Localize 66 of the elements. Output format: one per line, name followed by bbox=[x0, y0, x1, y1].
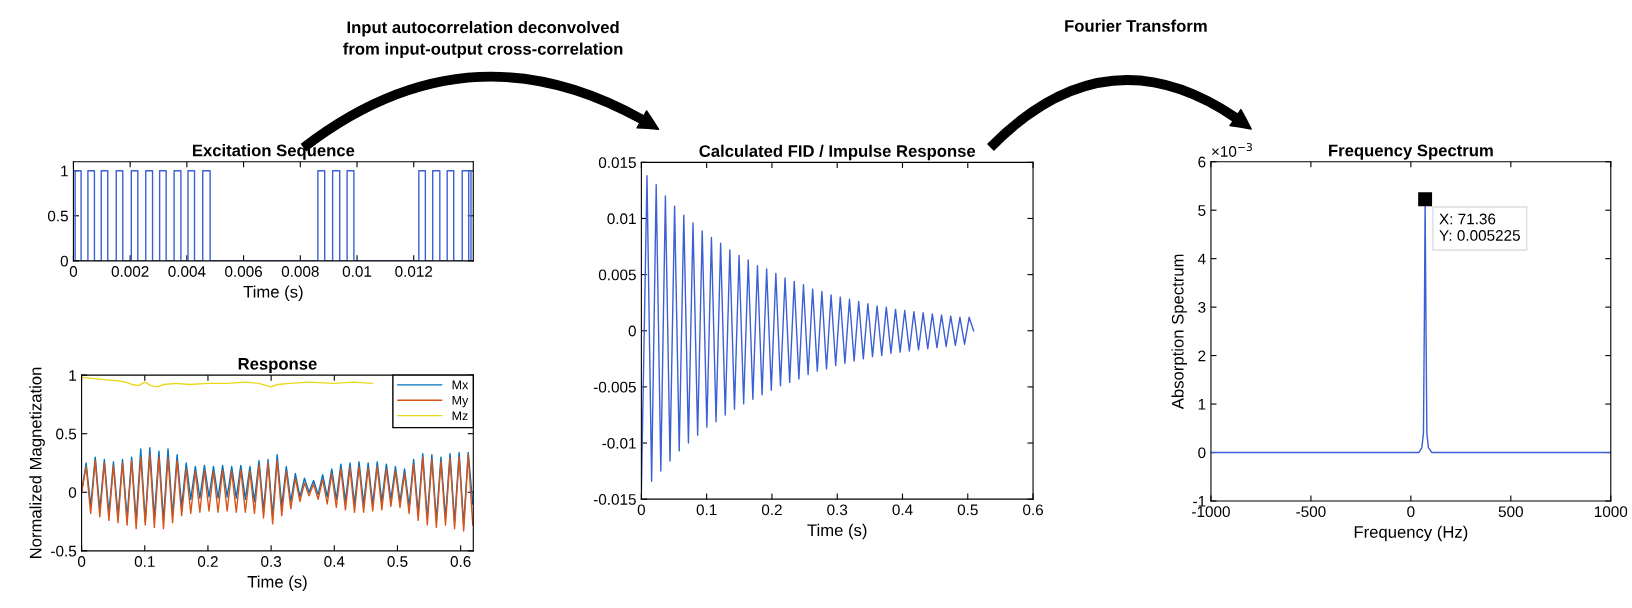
line-series bbox=[81, 376, 373, 388]
y-tick-label: 1 bbox=[61, 165, 68, 177]
text: Input autocorrelation deconvolved from input-output cross-correlation bbox=[343, 20, 623, 59]
text: ×10$^{−3}$ bbox=[1212, 142, 1252, 157]
x-tick-label: 0.012 bbox=[395, 266, 433, 277]
x-tick-label: 0.3 bbox=[827, 504, 848, 516]
chart-title: Calculated FID / Impulse Response bbox=[699, 144, 976, 161]
chart-title: Response bbox=[238, 358, 317, 374]
chart-title: Excitation Sequence bbox=[192, 144, 355, 160]
x-tick-label: 0.004 bbox=[168, 266, 206, 277]
x-tick-label: 0.5 bbox=[957, 504, 978, 516]
x-tick-label: 0.4 bbox=[324, 556, 345, 567]
x-tick-label: -500 bbox=[1296, 506, 1326, 518]
y-tick-label: 0 bbox=[628, 325, 636, 337]
y-tick-label: -0.5 bbox=[51, 545, 77, 557]
line-series bbox=[81, 454, 474, 532]
x-tick-label: -1000 bbox=[1192, 506, 1230, 518]
annotation: X: 71.36 Y: 0.005225 bbox=[1439, 213, 1520, 241]
x-axis-title: Time (s) bbox=[243, 285, 303, 302]
legend-label: My bbox=[452, 396, 469, 408]
x-tick-label: 0.01 bbox=[342, 266, 372, 277]
legend-label: Mz bbox=[452, 411, 468, 420]
x-tick-label: 1000 bbox=[1594, 506, 1628, 518]
y-tick-label: 1 bbox=[1198, 399, 1206, 410]
y-tick-label: -1 bbox=[1193, 496, 1206, 507]
legend-label: Mx bbox=[452, 380, 469, 390]
x-axis-title: Time (s) bbox=[247, 575, 307, 592]
y-tick-label: 0.015 bbox=[598, 157, 636, 169]
y-tick-label: -0.005 bbox=[593, 381, 636, 393]
y-tick-label: 0.01 bbox=[607, 213, 636, 225]
y-tick-label: 3 bbox=[1198, 301, 1206, 313]
x-tick-label: 0.008 bbox=[281, 266, 319, 277]
y-tick-label: 0 bbox=[68, 487, 77, 498]
y-tick-label: 5 bbox=[1198, 205, 1206, 216]
x-tick-label: 0 bbox=[77, 556, 86, 567]
y-tick-label: 0 bbox=[1198, 447, 1206, 459]
chart-title: Frequency Spectrum bbox=[1329, 144, 1493, 160]
x-axis-title: Time (s) bbox=[807, 523, 867, 540]
x-tick-label: 0.1 bbox=[134, 556, 155, 567]
x-tick-label: 0.5 bbox=[387, 556, 408, 567]
x-tick-label: 0 bbox=[1407, 506, 1415, 518]
x-tick-label: 0 bbox=[637, 504, 646, 516]
y-tick-label: 2 bbox=[1198, 350, 1206, 362]
y-tick-label: -0.015 bbox=[593, 494, 636, 505]
x-tick-label: 0.2 bbox=[761, 504, 782, 516]
y-tick-label: 4 bbox=[1197, 253, 1206, 265]
y-tick-label: 1 bbox=[69, 370, 76, 381]
y-tick-label: 0.5 bbox=[47, 210, 68, 222]
y-tick-label: -0.01 bbox=[602, 437, 636, 449]
y-axis-title: Normalized Magnetization bbox=[29, 367, 45, 558]
x-tick-label: 0.1 bbox=[696, 504, 717, 516]
y-axis-title: Absorption Spectrum bbox=[1171, 254, 1187, 410]
y-tick-label: 6 bbox=[1198, 156, 1206, 168]
x-tick-label: 0.3 bbox=[261, 556, 282, 567]
x-tick-label: 0.2 bbox=[197, 556, 218, 567]
x-tick-label: 0.002 bbox=[111, 266, 149, 277]
x-tick-label: 500 bbox=[1498, 506, 1523, 518]
text: Fourier Transform bbox=[1065, 19, 1207, 32]
x-axis-title: Frequency (Hz) bbox=[1354, 525, 1468, 542]
x-tick-label: 0.6 bbox=[450, 556, 471, 567]
y-tick-label: 0.005 bbox=[598, 269, 636, 281]
y-tick-label: 0 bbox=[60, 255, 68, 267]
x-tick-label: 0.4 bbox=[892, 504, 913, 516]
x-tick-label: 0.6 bbox=[1023, 504, 1043, 516]
x-tick-label: 0.006 bbox=[225, 266, 263, 277]
y-tick-label: 0.5 bbox=[56, 428, 77, 440]
